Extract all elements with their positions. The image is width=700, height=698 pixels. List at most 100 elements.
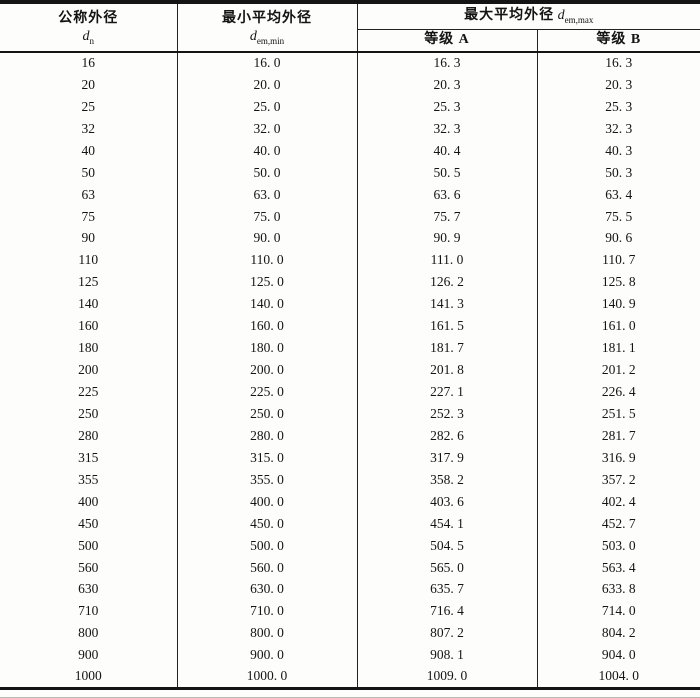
table-row: 50 50. 0 50. 5 50. 3 xyxy=(0,161,700,184)
table-cell: 714. 0 xyxy=(536,600,700,623)
header-nominal-od: 公称外径 dn xyxy=(0,2,177,52)
table-cell: 403. 6 xyxy=(356,490,537,513)
table-row: 110 110. 0 111. 0 110. 7 xyxy=(0,249,700,272)
table-cell: 140 xyxy=(78,296,99,312)
table-cell: 908. 1 xyxy=(356,644,537,667)
table-cell: 710. 0 xyxy=(176,600,357,623)
symbol-subscript-em-max: em,max xyxy=(564,14,594,25)
table-cell: 800 xyxy=(78,625,99,641)
table-cell: 500. 0 xyxy=(176,534,357,557)
table-cell: 75. 5 xyxy=(536,205,700,228)
table-cell: 25. 3 xyxy=(356,95,537,118)
table-cell: 40. 4 xyxy=(356,139,537,162)
table-cell: 565. 0 xyxy=(356,556,537,579)
table-cell: 110 xyxy=(78,252,99,268)
table-cell: 90 xyxy=(81,230,96,246)
table-cell: 201. 2 xyxy=(536,359,700,382)
table-cell: 200. 0 xyxy=(176,359,357,382)
table-cell: 50 xyxy=(81,164,96,180)
table-cell: 1009. 0 xyxy=(356,666,537,689)
table-cell: 20. 3 xyxy=(356,73,537,96)
symbol-d: d xyxy=(249,28,257,44)
table-cell: 125 xyxy=(78,274,99,290)
header-max-mean-od-label: 最大平均外径 xyxy=(464,8,555,24)
table-cell: 1000. 0 xyxy=(176,666,357,689)
table-cell: 252. 3 xyxy=(356,403,537,425)
table-cell: 560 xyxy=(78,559,99,575)
table-cell: 716. 4 xyxy=(356,600,537,623)
table-row: 200 200. 0 201. 8 201. 2 xyxy=(0,359,700,382)
table-cell: 316. 9 xyxy=(536,446,700,469)
table-cell: 90. 0 xyxy=(176,227,357,250)
table-cell: 16. 3 xyxy=(536,52,700,74)
table-cell: 63. 6 xyxy=(356,183,537,206)
table-cell: 450 xyxy=(78,515,99,531)
table-cell: 125. 0 xyxy=(176,271,357,294)
table-cell: 358. 2 xyxy=(356,468,537,491)
header-min-mean-od: 最小平均外径 dem,min xyxy=(176,2,357,52)
table-row: 560 560. 0 565. 0 563. 4 xyxy=(0,556,700,579)
table-cell: 20. 3 xyxy=(536,73,700,96)
table-row: 315 315. 0 317. 9 316. 9 xyxy=(0,446,700,469)
table-cell: 75. 0 xyxy=(176,205,357,228)
table-row: 16 16. 0 16. 3 16. 3 xyxy=(0,52,700,74)
table-row: 40 40. 0 40. 4 40. 3 xyxy=(0,139,700,162)
table-row: 160 160. 0 161. 5 161. 0 xyxy=(0,315,700,338)
table-cell: 25. 0 xyxy=(176,95,357,118)
table-cell: 140. 0 xyxy=(176,293,357,316)
table-cell: 140. 9 xyxy=(536,293,700,316)
table-cell: 400 xyxy=(78,493,99,509)
table-cell: 75. 7 xyxy=(356,205,537,228)
table-cell: 125. 8 xyxy=(536,271,700,294)
table-cell: 110. 7 xyxy=(536,249,700,272)
table-row: 90 90. 0 90. 9 90. 6 xyxy=(0,227,700,250)
table-cell: 201. 8 xyxy=(356,359,537,382)
table-body: 16 16. 0 16. 3 16. 3 20 20. 0 20. 3 20. 3 25 25. … xyxy=(0,52,700,689)
table-cell: 454. 1 xyxy=(356,512,537,535)
header-nominal-od-symbol: dn xyxy=(0,29,177,47)
table-cell: 315 xyxy=(78,449,99,465)
table-cell: 32. 3 xyxy=(536,117,700,140)
table-cell: 40. 3 xyxy=(536,139,700,162)
table-cell: 181. 1 xyxy=(536,337,700,360)
table-row: 180 180. 0 181. 7 181. 1 xyxy=(0,337,700,360)
table-row: 140 140. 0 141. 3 140. 9 xyxy=(0,293,700,316)
table-cell: 807. 2 xyxy=(356,622,537,645)
table-cell: 563. 4 xyxy=(536,556,700,579)
symbol-subscript-em-min: em,min xyxy=(256,35,285,46)
symbol-subscript-n: n xyxy=(89,35,95,46)
table-cell: 315. 0 xyxy=(176,446,357,469)
table-cell: 225. 0 xyxy=(176,381,357,403)
table-cell: 20 xyxy=(81,76,96,92)
table-cell: 317. 9 xyxy=(356,446,537,469)
table-cell: 20. 0 xyxy=(176,73,357,96)
table-row: 710 710. 0 716. 4 714. 0 xyxy=(0,600,700,623)
table-cell: 16 xyxy=(81,55,96,71)
table-cell: 900. 0 xyxy=(176,644,357,667)
table-row: 900 900. 0 908. 1 904. 0 xyxy=(0,644,700,667)
table-row: 25 25. 0 25. 3 25. 3 xyxy=(0,95,700,118)
table-cell: 1004. 0 xyxy=(536,666,700,689)
header-max-mean-od-symbol: dem,max xyxy=(557,8,594,25)
table-cell: 280. 0 xyxy=(176,424,357,447)
table-row: 630 630. 0 635. 7 633. 8 xyxy=(0,578,700,601)
table-cell: 402. 4 xyxy=(536,490,700,513)
table-cell: 200 xyxy=(78,362,99,378)
table-cell: 161. 0 xyxy=(536,315,700,338)
table-cell: 560. 0 xyxy=(176,556,357,579)
table-cell: 63. 4 xyxy=(536,183,700,206)
table-cell: 90. 6 xyxy=(536,227,700,250)
table-cell: 180. 0 xyxy=(176,337,357,360)
header-min-mean-od-symbol: dem,min xyxy=(178,29,357,47)
table-cell: 40 xyxy=(81,142,96,158)
table-cell: 126. 2 xyxy=(356,271,537,294)
table-cell: 226. 4 xyxy=(536,381,700,403)
table-row: 280 280. 0 282. 6 281. 7 xyxy=(0,424,700,447)
table-cell: 32. 0 xyxy=(176,117,357,140)
symbol-d: d xyxy=(557,8,565,24)
table-cell: 250 xyxy=(78,405,99,421)
table-cell: 160 xyxy=(78,318,99,334)
table-cell: 63 xyxy=(81,186,96,202)
